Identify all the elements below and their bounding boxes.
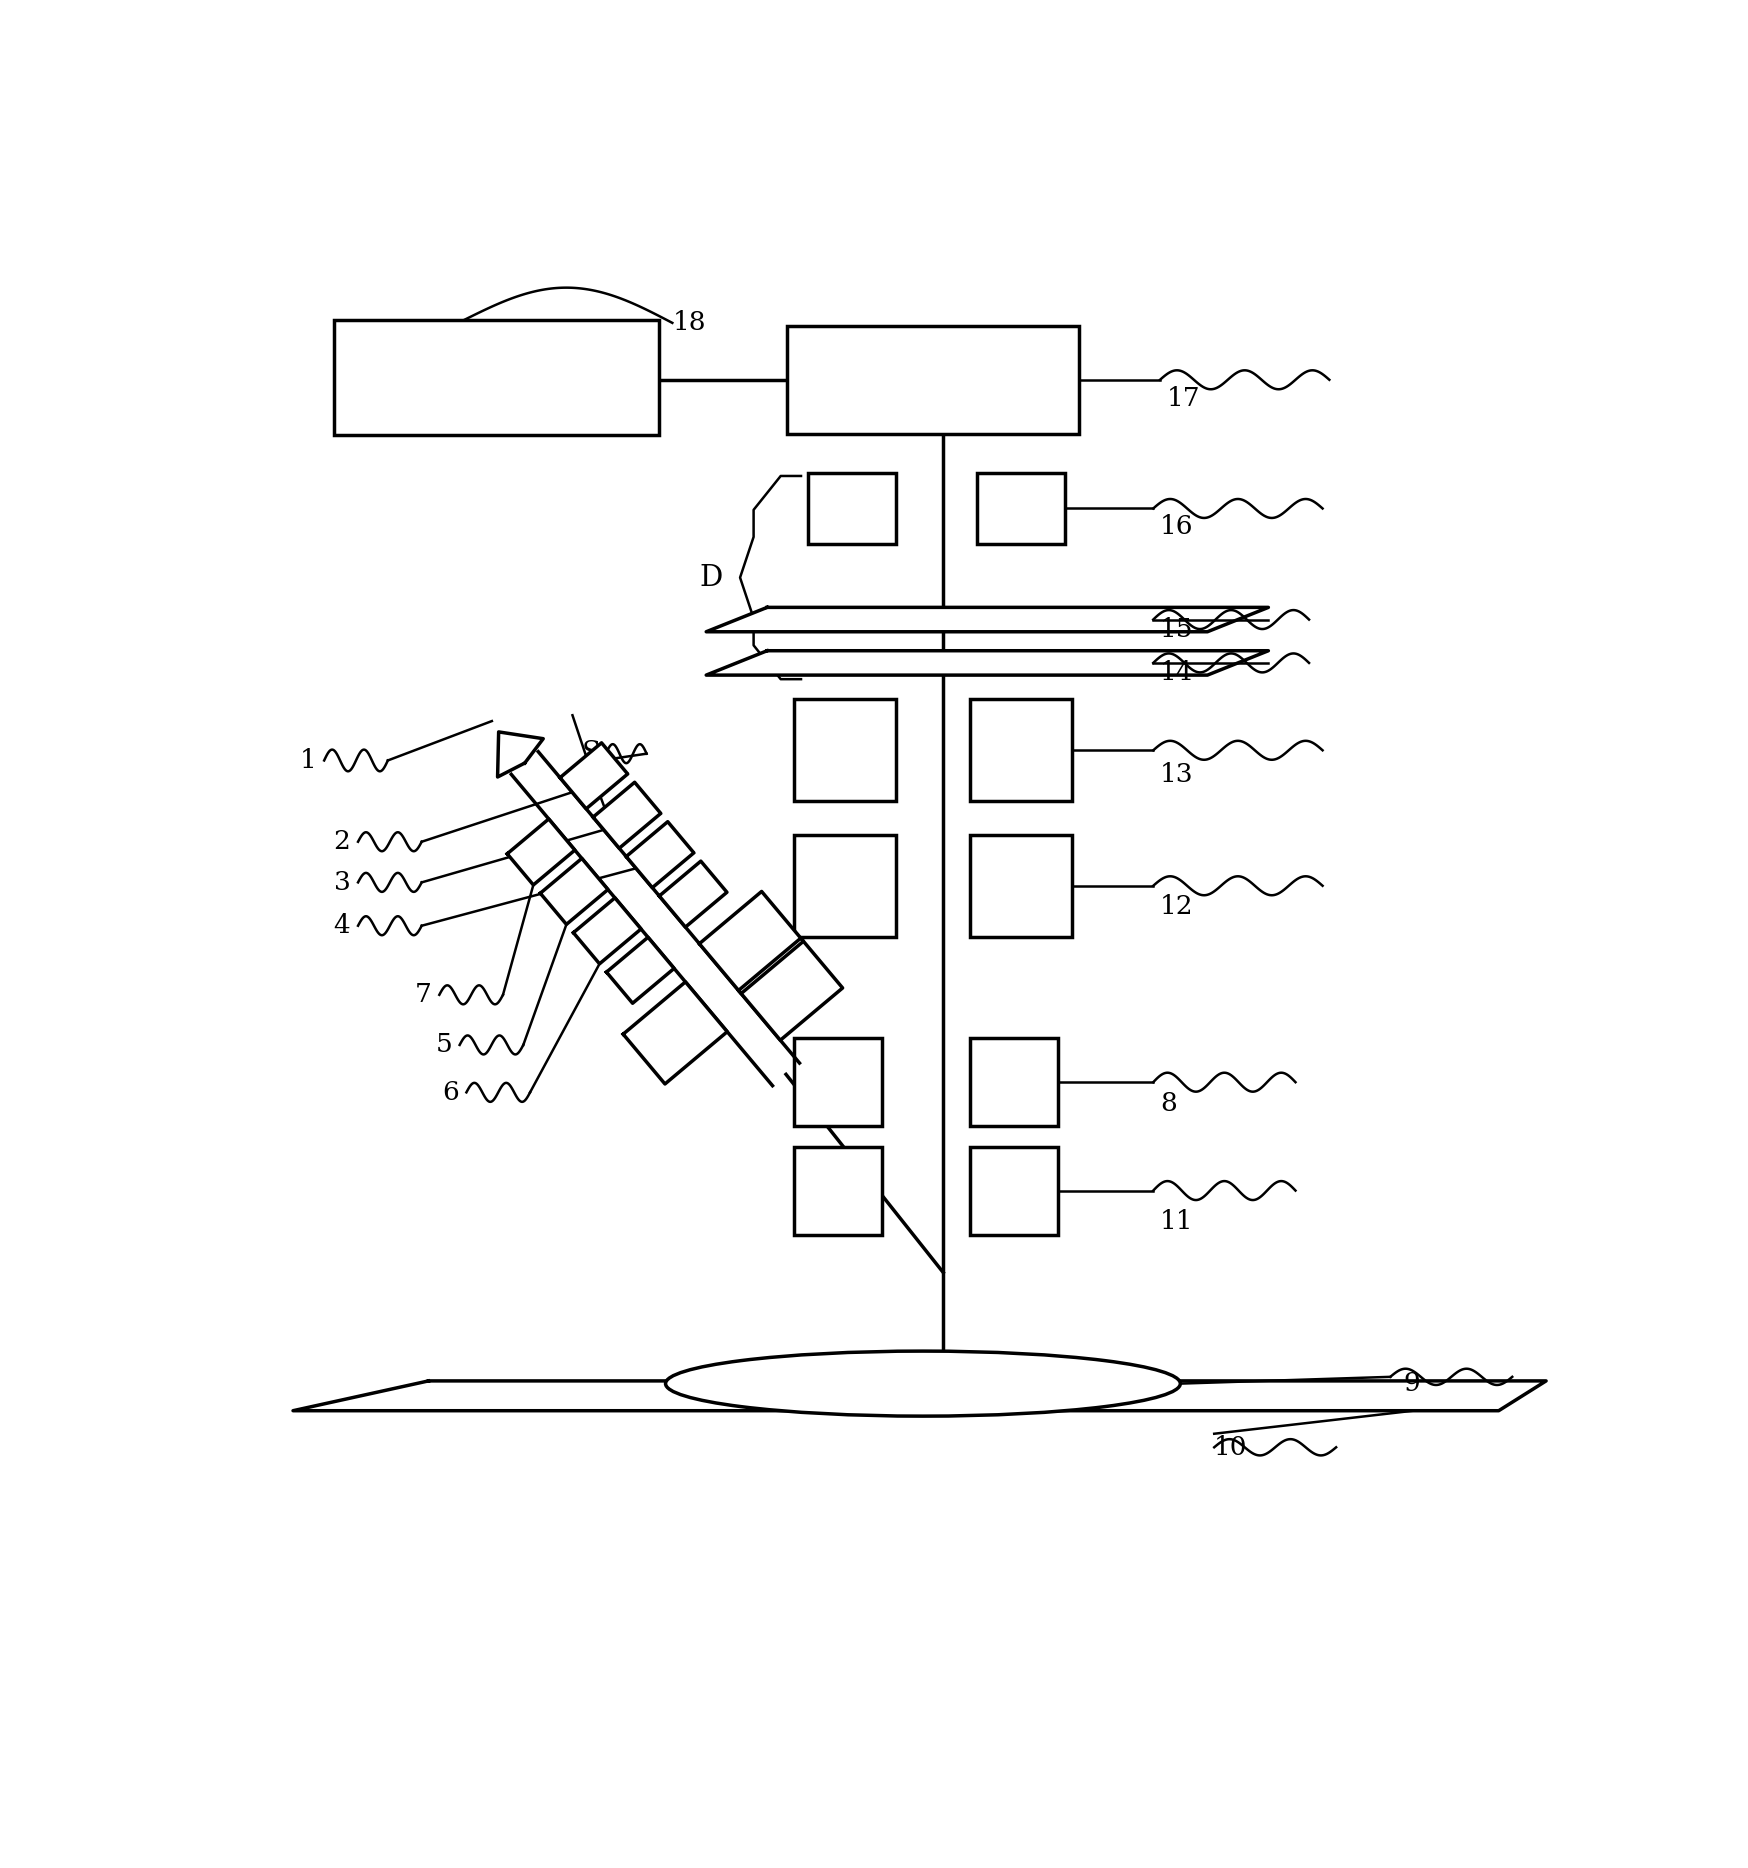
Polygon shape: [626, 822, 694, 887]
Polygon shape: [540, 859, 608, 925]
Polygon shape: [507, 818, 575, 885]
Bar: [794, 699, 897, 801]
Text: 6: 6: [442, 1080, 458, 1104]
Text: 15: 15: [1161, 616, 1194, 641]
Polygon shape: [739, 938, 843, 1040]
Polygon shape: [573, 899, 642, 964]
Bar: [334, 319, 659, 435]
Polygon shape: [593, 783, 661, 848]
Polygon shape: [607, 938, 675, 1003]
Text: 12: 12: [1161, 895, 1194, 919]
Bar: [794, 835, 897, 936]
Text: 8: 8: [1161, 1091, 1176, 1115]
Text: S: S: [582, 740, 601, 768]
Text: 17: 17: [1168, 387, 1201, 411]
Polygon shape: [624, 983, 727, 1083]
Bar: [794, 1039, 883, 1126]
Text: 18: 18: [673, 310, 706, 336]
Polygon shape: [498, 732, 544, 777]
Text: 11: 11: [1161, 1209, 1194, 1233]
Text: 3: 3: [334, 870, 351, 895]
Polygon shape: [559, 743, 628, 809]
Polygon shape: [659, 861, 727, 927]
Text: 14: 14: [1161, 659, 1194, 686]
Text: 7: 7: [414, 983, 432, 1007]
Text: 13: 13: [1161, 762, 1194, 786]
Text: 4: 4: [334, 913, 350, 938]
Polygon shape: [699, 891, 804, 994]
Polygon shape: [706, 650, 1269, 674]
Polygon shape: [294, 1380, 1545, 1410]
Text: 2: 2: [334, 829, 351, 854]
Bar: [808, 473, 897, 544]
Bar: [787, 325, 1079, 433]
Bar: [977, 473, 1065, 544]
Bar: [970, 699, 1072, 801]
Text: 5: 5: [435, 1033, 453, 1057]
Bar: [970, 835, 1072, 936]
Text: 9: 9: [1404, 1371, 1421, 1395]
Bar: [970, 1039, 1059, 1126]
Text: 1: 1: [301, 747, 316, 773]
Bar: [970, 1147, 1059, 1235]
Text: D: D: [699, 564, 722, 592]
Text: 16: 16: [1161, 514, 1194, 538]
Polygon shape: [706, 607, 1269, 631]
Text: 10: 10: [1215, 1435, 1248, 1459]
Ellipse shape: [666, 1351, 1180, 1416]
Bar: [794, 1147, 883, 1235]
